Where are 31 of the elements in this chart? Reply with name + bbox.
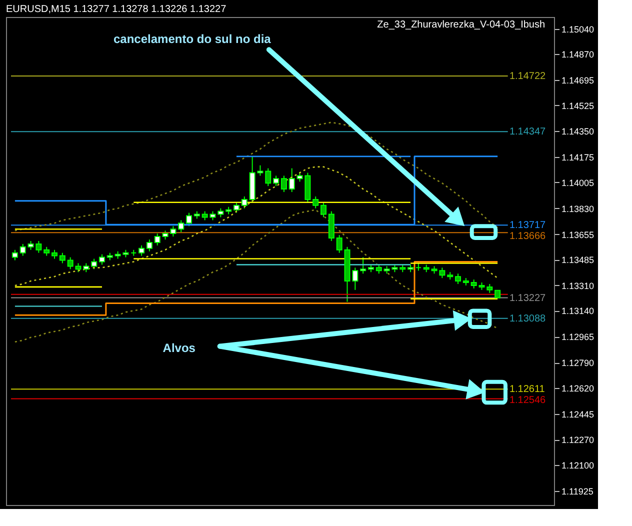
ref-line-label: 1.14347 [509, 126, 546, 138]
y-tick-label: 1.14350 [562, 126, 594, 137]
y-tick-label: 1.12790 [562, 358, 594, 368]
ref-line-label: 1.13666 [509, 231, 546, 242]
y-tick-label: 1.12270 [562, 435, 594, 446]
ref-line-label: 1.12546 [509, 395, 546, 406]
y-tick-label: 1.14005 [562, 178, 594, 188]
ref-line-label: 1.12611 [509, 384, 546, 396]
y-tick-label: 1.14695 [562, 76, 594, 86]
y-tick-label: 1.12100 [562, 460, 594, 470]
chart-title: EURUSD,M15 1.13277 1.13278 1.13226 1.13227 [6, 4, 227, 15]
y-tick-label: 1.13140 [562, 306, 594, 316]
y-tick-label: 1.14525 [562, 100, 594, 111]
y-tick-label: 1.13830 [562, 204, 594, 214]
ref-line-label: 1.13717 [509, 220, 546, 232]
y-tick-label: 1.13485 [562, 255, 594, 266]
y-tick-label: 1.12965 [562, 332, 594, 342]
y-tick-label: 1.12445 [562, 409, 594, 420]
y-tick-label: 1.14175 [562, 152, 594, 163]
y-tick-label: 1.13655 [562, 230, 594, 240]
y-tick-label: 1.14870 [562, 50, 594, 60]
y-tick-label: 1.11925 [562, 486, 594, 496]
annotation: cancelamento do sul no dia [113, 32, 272, 46]
annotation: Ze_33_Zhuravlerezka_V-04-03_Ibush [377, 19, 546, 30]
annotation: Alvos [162, 340, 196, 355]
ref-line-label: 1.13227 [509, 292, 546, 304]
ref-line-label: 1.14722 [509, 71, 546, 82]
ref-line-label: 1.13088 [509, 313, 546, 324]
y-tick-label: 1.15040 [562, 24, 594, 34]
y-tick-label: 1.13310 [562, 280, 594, 291]
y-tick-label: 1.12620 [562, 383, 594, 394]
